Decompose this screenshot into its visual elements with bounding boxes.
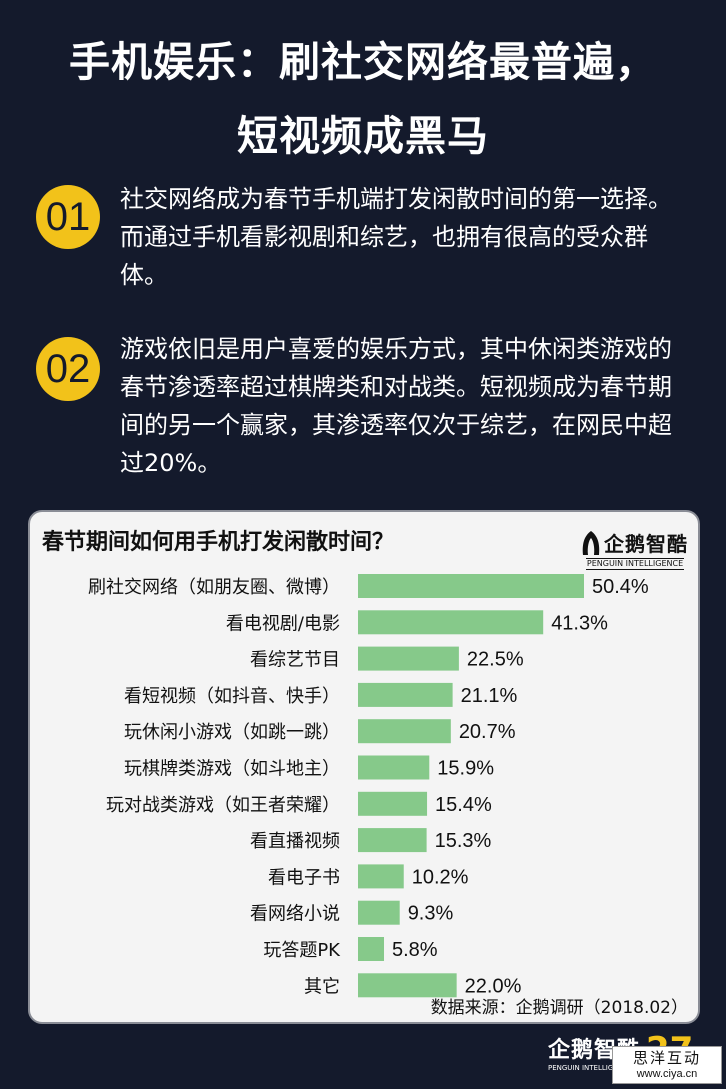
- chart-title: 春节期间如何用手机打发闲散时间？: [42, 530, 395, 555]
- category-label: 玩对战类游戏（如王者荣耀）: [106, 795, 340, 816]
- footer-brand-subtitle: PENGUIN INTELLIGENCE: [548, 1064, 633, 1072]
- bar: [358, 791, 428, 816]
- bar: [358, 574, 584, 598]
- bar: [358, 682, 453, 707]
- category-label: 刷社交网络（如朋友圈、微博）: [88, 577, 340, 598]
- bar: [358, 646, 459, 671]
- value-label: 20.7%: [459, 721, 516, 743]
- value-label: 22.5%: [467, 649, 524, 671]
- category-label: 看直播视频: [250, 831, 340, 852]
- value-label: 41.3%: [551, 612, 608, 634]
- bar: [358, 900, 400, 925]
- category-label: 看网络小说: [250, 904, 340, 925]
- value-label: 22.0%: [465, 975, 522, 997]
- brand-logo-name: 企鹅智酷: [604, 532, 688, 556]
- category-label: 看电子书: [268, 867, 340, 888]
- category-label: 看电视剧/电影: [226, 613, 340, 634]
- data-source: 数据来源：企鹅调研（2018.02）: [430, 998, 688, 1018]
- category-label: 玩棋牌类游戏（如斗地主）: [124, 759, 340, 780]
- watermark-url: www.ciya.cn: [636, 1068, 698, 1080]
- category-label: 玩休闲小游戏（如跳一跳）: [124, 722, 340, 743]
- bar: [358, 610, 544, 635]
- point-text-1: 社交网络成为春节手机端打发闲散时间的第一选择。而通过手机看影视剧和综艺，也拥有很…: [120, 185, 672, 289]
- bar: [358, 828, 427, 853]
- category-label: 其它: [304, 976, 340, 997]
- value-label: 50.4%: [592, 576, 649, 598]
- point-number-badge-2: 02: [36, 337, 100, 401]
- value-label: 5.8%: [392, 939, 438, 961]
- bar-chart: 刷社交网络（如朋友圈、微博） 50.4% 看电视剧/电影 41.3% 看综艺节目 22.5…: [88, 574, 649, 998]
- bar: [358, 937, 385, 961]
- category-label: 看综艺节目: [250, 650, 340, 671]
- watermark-name: 思洋互动: [632, 1049, 701, 1067]
- page-title-line-1: 手机娱乐：刷社交网络最普遍，: [69, 38, 657, 86]
- bar: [358, 864, 404, 889]
- value-label: 15.4%: [435, 794, 492, 816]
- brand-logo: 企鹅智酷 PENGUIN INTELLIGENCE: [580, 528, 687, 576]
- value-label: 15.3%: [435, 830, 492, 852]
- brand-logo-subtitle: PENGUIN INTELLIGENCE: [586, 558, 684, 570]
- point-number-badge-1: 01: [36, 185, 100, 249]
- category-label: 玩答题PK: [263, 940, 341, 961]
- value-label: 10.2%: [412, 866, 469, 888]
- bar: [358, 755, 430, 780]
- chart-panel: 刷社交网络（如朋友圈、微博） 50.4% 看电视剧/电影 41.3% 看综艺节目 22.5…: [28, 510, 700, 1024]
- bar: [358, 719, 451, 744]
- bar: [358, 973, 457, 998]
- value-label: 21.1%: [461, 685, 518, 707]
- value-label: 9.3%: [408, 903, 454, 925]
- category-label: 看短视频（如抖音、快手）: [124, 686, 340, 707]
- point-text-2: 游戏依旧是用户喜爱的娱乐方式，其中休闲类游戏的春节渗透率超过棋牌类和对战类。短视…: [120, 335, 672, 477]
- page-title-line-2: 短视频成黑马: [237, 112, 489, 160]
- value-label: 15.9%: [437, 758, 494, 780]
- watermark: 思洋互动 www.ciya.cn: [612, 1046, 722, 1084]
- penguin-icon: [582, 531, 600, 555]
